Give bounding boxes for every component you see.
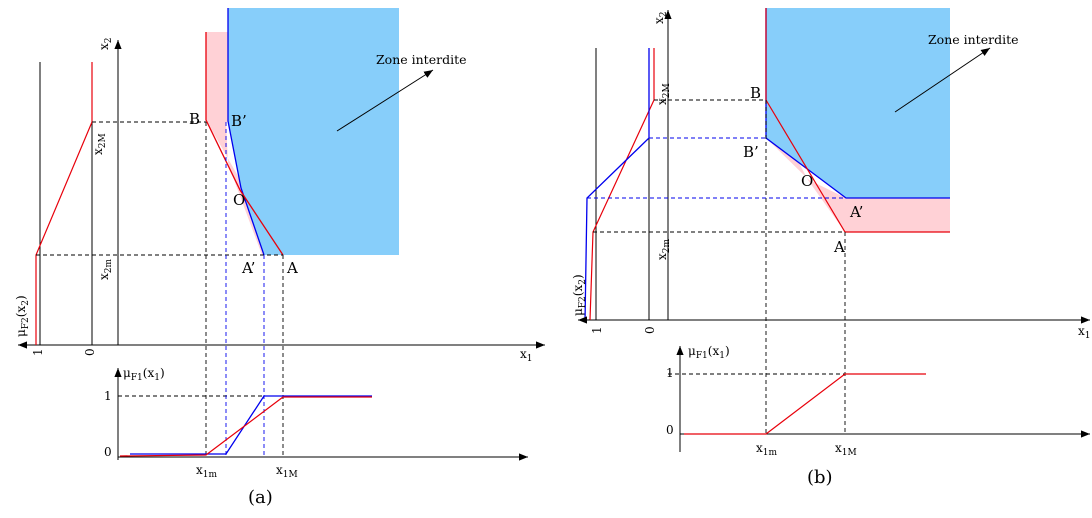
svg-text:x2: x2 bbox=[652, 11, 669, 24]
panel-b-caption: (b) bbox=[807, 467, 833, 488]
panel-b-point-B-prime: B’ bbox=[743, 143, 759, 161]
panel-b-tick-1-left: 1 bbox=[590, 326, 604, 334]
panel-a-mu1-red bbox=[119, 396, 372, 457]
panel-b-label-x2: x2 bbox=[652, 11, 669, 24]
panel-a-red-boundary bbox=[205, 32, 284, 256]
panel-b-label-x2M: x2M bbox=[655, 83, 672, 105]
panel-a: Zone interdite B B’ O A’ A x2 x2M x2m μF… bbox=[14, 8, 545, 508]
panel-b-tick-0: 0 bbox=[666, 423, 674, 437]
panel-a-label-x1M: x1M bbox=[276, 463, 298, 480]
panel-b-label-x1: x1 bbox=[1078, 324, 1091, 341]
svg-text:x2m: x2m bbox=[97, 258, 114, 280]
panel-a-mu1-blue bbox=[130, 395, 372, 455]
panel-a-label-mu1: μF1(x1) bbox=[123, 366, 165, 383]
svg-text:x2: x2 bbox=[97, 37, 114, 50]
panel-b-mu2-red bbox=[589, 48, 655, 321]
panel-b-pink-region bbox=[766, 8, 950, 232]
panel-a-zone-label: Zone interdite bbox=[376, 52, 467, 67]
panel-a-pink-region bbox=[206, 32, 283, 255]
panel-b-zone-arrow bbox=[894, 47, 991, 113]
svg-text:μF2(x2): μF2(x2) bbox=[14, 295, 31, 337]
svg-text:x2m: x2m bbox=[655, 238, 672, 260]
svg-text:1: 1 bbox=[590, 326, 604, 334]
panel-a-point-O: O bbox=[233, 191, 245, 209]
panel-a-tick-0-left: 0 bbox=[83, 348, 97, 356]
panel-a-label-x2m: x2m bbox=[97, 258, 114, 280]
svg-text:μF2(x2): μF2(x2) bbox=[571, 274, 588, 316]
panel-b-red-boundary bbox=[765, 8, 950, 233]
panel-b: Zone interdite B B’ O A’ A x2 x2M x2m μF… bbox=[571, 8, 1091, 488]
panel-b-tick-1: 1 bbox=[666, 366, 674, 380]
panel-a-label-x1m: x1m bbox=[196, 463, 218, 480]
panel-a-point-A-prime: A’ bbox=[241, 259, 255, 277]
panel-a-blue-boundary bbox=[227, 8, 265, 256]
panel-a-blue-guides bbox=[225, 122, 265, 457]
panel-b-zone-label: Zone interdite bbox=[928, 32, 1019, 47]
panel-a-label-x1: x1 bbox=[520, 347, 533, 364]
panel-a-caption: (a) bbox=[248, 487, 273, 508]
svg-text:1: 1 bbox=[31, 348, 45, 356]
panel-a-zone-arrow bbox=[336, 69, 434, 132]
svg-text:0: 0 bbox=[643, 326, 657, 334]
panel-b-label-x2m: x2m bbox=[655, 238, 672, 260]
panel-b-point-O: O bbox=[801, 172, 813, 190]
panel-a-point-A: A bbox=[286, 259, 298, 277]
panel-b-label-mu2: μF2(x2) bbox=[571, 274, 588, 316]
svg-text:x2M: x2M bbox=[91, 133, 108, 155]
panel-b-point-B: B bbox=[750, 84, 761, 102]
panel-b-mu1-red bbox=[684, 373, 926, 435]
panel-a-label-x2M: x2M bbox=[91, 133, 108, 155]
panel-a-tick-1: 1 bbox=[104, 389, 112, 403]
panel-b-forbidden-zone bbox=[766, 8, 950, 198]
panel-b-point-A: A bbox=[833, 238, 845, 256]
panel-b-tick-0-left: 0 bbox=[643, 326, 657, 334]
panel-a-forbidden-zone bbox=[228, 8, 399, 255]
panel-a-label-mu2: μF2(x2) bbox=[14, 295, 31, 337]
panel-a-label-x2: x2 bbox=[97, 37, 114, 50]
panel-b-label-x1m: x1m bbox=[756, 441, 778, 458]
panel-b-label-mu1: μF1(x1) bbox=[688, 344, 730, 361]
panel-b-black-guides bbox=[593, 99, 846, 434]
panel-a-point-B: B bbox=[189, 110, 200, 128]
panel-b-label-x1M: x1M bbox=[835, 441, 857, 458]
svg-text:0: 0 bbox=[83, 348, 97, 356]
panel-b-blue-guides bbox=[587, 137, 846, 199]
panel-b-mu2-blue bbox=[584, 48, 650, 323]
panel-a-tick-0: 0 bbox=[104, 445, 112, 459]
panel-a-tick-1-left: 1 bbox=[31, 348, 45, 356]
panel-a-point-B-prime: B’ bbox=[231, 112, 247, 130]
panel-a-mu2-curve bbox=[35, 62, 93, 345]
panel-b-point-A-prime: A’ bbox=[849, 203, 863, 221]
svg-text:x2M: x2M bbox=[655, 83, 672, 105]
